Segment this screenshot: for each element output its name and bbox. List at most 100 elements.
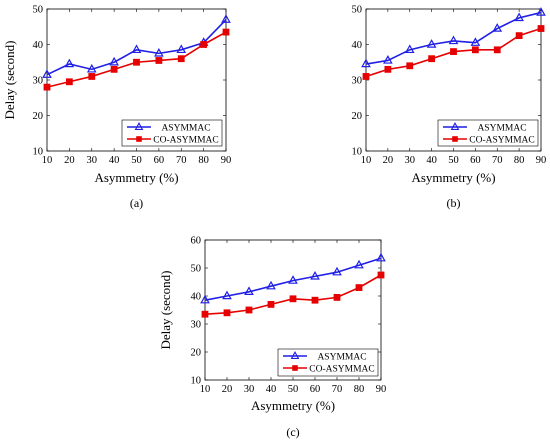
- data-point: [515, 32, 523, 40]
- series-line-1: [365, 11, 542, 65]
- x-tick-label: 40: [426, 155, 437, 166]
- x-tick-label: 10: [42, 155, 53, 166]
- series-line-1: [46, 19, 227, 76]
- legend-label: ASYMMAC: [317, 352, 366, 362]
- data-point: [155, 57, 163, 64]
- data-point: [288, 275, 298, 284]
- data-point: [355, 284, 363, 292]
- data-point: [310, 270, 320, 280]
- y-tick-label: 30: [352, 76, 363, 87]
- data-point: [133, 58, 140, 66]
- data-point: [221, 14, 231, 23]
- legend: ASYMMAC CO-ASYMMAC: [277, 348, 379, 377]
- y-tick-label: 50: [352, 5, 363, 16]
- legend-triangle-icon: [134, 122, 144, 130]
- x-tick-label: 90: [376, 384, 387, 395]
- x-tick-label: 80: [354, 384, 365, 395]
- data-point: [88, 73, 96, 80]
- data-point: [333, 293, 341, 301]
- data-point: [245, 306, 253, 314]
- data-point: [493, 46, 501, 54]
- x-axis-label: Asymmetry (%): [251, 398, 335, 413]
- x-tick-label: 20: [222, 384, 233, 395]
- data-point: [426, 39, 437, 48]
- data-point: [266, 280, 276, 290]
- y-tick-label: 60: [191, 236, 202, 247]
- data-point: [154, 47, 164, 57]
- data-point: [514, 12, 524, 22]
- y-axis-label: Delay (second): [2, 40, 17, 119]
- x-tick-label: 80: [514, 155, 525, 166]
- data-point: [383, 55, 393, 64]
- y-tick-label: 40: [191, 292, 202, 303]
- y-tick-label: 10: [191, 376, 202, 387]
- chart-panel-3: 10 20 30 40 50 60 70 80 90 10 20 30 40 50 60 Asymmetry …: [158, 236, 386, 440]
- data-point: [471, 46, 479, 54]
- x-tick-label: 40: [109, 155, 120, 166]
- legend-square-icon: [136, 136, 142, 142]
- x-tick-label: 20: [383, 155, 394, 166]
- data-point: [177, 55, 185, 63]
- data-point: [492, 23, 503, 32]
- data-point: [376, 252, 386, 262]
- legend: ASYMMAC CO-ASYMMAC: [121, 119, 223, 147]
- data-point: [42, 69, 52, 78]
- panel-label: (b): [447, 196, 461, 210]
- data-point: [384, 65, 392, 73]
- data-point: [223, 309, 231, 317]
- y-tick-label: 50: [33, 5, 44, 16]
- y-tick-label: 40: [352, 40, 363, 51]
- data-point: [222, 28, 230, 36]
- y-tick-label: 10: [33, 147, 44, 158]
- data-point: [377, 271, 385, 279]
- data-point: [86, 63, 97, 73]
- y-tick-label: 30: [191, 320, 202, 331]
- y-tick-label: 10: [352, 147, 363, 158]
- legend-triangle-icon: [290, 351, 300, 359]
- data-point: [289, 295, 297, 303]
- x-tick-label: 40: [266, 384, 277, 395]
- data-point: [406, 62, 414, 70]
- data-point: [428, 55, 436, 63]
- legend-square-icon: [452, 136, 458, 142]
- x-tick-label: 20: [64, 155, 75, 166]
- data-point: [536, 7, 546, 16]
- x-tick-label: 60: [470, 155, 481, 166]
- data-point: [65, 78, 73, 86]
- data-point: [131, 44, 142, 54]
- data-point: [200, 41, 208, 48]
- x-tick-label: 60: [310, 384, 321, 395]
- data-point: [354, 259, 364, 269]
- x-tick-label: 30: [87, 155, 98, 166]
- x-tick-label: 70: [332, 384, 343, 395]
- data-point: [332, 266, 342, 276]
- chart-panel-1: 10 20 30 40 50 60 70 80 90 10 20 30 40 50 Asymmetry (%…: [2, 5, 231, 211]
- legend: ASYMMAC CO-ASYMMAC: [437, 119, 539, 147]
- x-tick-label: 30: [244, 384, 255, 395]
- series-line-1: [204, 257, 382, 301]
- chart-panel-2: 10 20 30 40 50 60 70 80 90 10 20 30 40 50 Asymmetry (%…: [352, 5, 547, 211]
- y-tick-label: 20: [33, 111, 44, 122]
- y-tick-label: 40: [33, 40, 44, 51]
- y-tick-label: 50: [191, 264, 202, 275]
- panel-label: (a): [130, 196, 143, 210]
- legend-label: CO-ASYMMAC: [153, 135, 218, 145]
- data-point: [361, 58, 371, 68]
- x-axis-label: Asymmetry (%): [94, 170, 178, 185]
- y-tick-label: 20: [191, 348, 202, 359]
- legend-label: CO-ASYMMAC: [469, 135, 534, 145]
- panel-label: (c): [286, 425, 299, 439]
- data-point: [267, 300, 275, 308]
- legend-triangle-icon: [450, 122, 460, 130]
- data-point: [110, 65, 118, 73]
- legend-label: ASYMMAC: [161, 123, 210, 133]
- data-point: [176, 44, 187, 54]
- legend-label: CO-ASYMMAC: [309, 364, 374, 374]
- data-point: [244, 286, 254, 295]
- y-tick-label: 20: [352, 111, 363, 122]
- data-point: [109, 56, 119, 66]
- x-tick-label: 50: [448, 155, 459, 166]
- x-tick-label: 90: [536, 155, 547, 166]
- x-tick-label: 80: [198, 155, 209, 166]
